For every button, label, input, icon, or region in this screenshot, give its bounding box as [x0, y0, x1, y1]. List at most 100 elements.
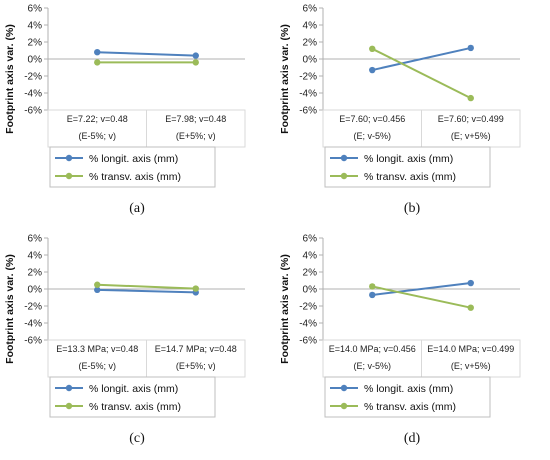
data-point — [369, 291, 376, 299]
panel-caption: (a) — [129, 201, 145, 216]
data-point — [192, 59, 199, 66]
y-tick-label: -6% — [24, 106, 42, 117]
legend-box — [324, 146, 491, 188]
y-tick-label: 4% — [303, 251, 318, 262]
data-point — [192, 285, 199, 292]
y-tick-label: 4% — [303, 21, 318, 32]
legend-box — [324, 376, 491, 418]
data-point — [467, 304, 474, 311]
y-tick-label: 0% — [28, 55, 43, 66]
y-tick-label: 2% — [303, 268, 318, 279]
legend-label: % transv. axis (mm) — [364, 171, 456, 183]
chart-panel-d: 6% 4% 2% 0% -2% -4% -6% E=14.0 MPa; v=0.456 (E; … — [275, 230, 550, 460]
legend-label: % transv. axis (mm) — [89, 401, 181, 413]
data-point — [94, 59, 101, 66]
y-axis-label: Footprint axis var. (%) — [4, 24, 16, 134]
legend-swatch-marker — [65, 402, 73, 410]
y-tick-label: -6% — [24, 336, 42, 347]
data-point — [467, 44, 474, 52]
category-label: (E; v+5%) — [451, 131, 491, 141]
series-line — [372, 282, 471, 296]
y-tick-label: -4% — [24, 319, 42, 330]
data-point — [369, 283, 376, 290]
chart-svg: 6% 4% 2% 0% -2% -4% -6% E=7.60; v=0.456 (E; v-5%… — [279, 4, 521, 216]
y-tick-label: -4% — [299, 319, 317, 330]
data-point — [192, 52, 199, 59]
category-label: (E; v-5%) — [353, 361, 391, 371]
y-tick-label: 4% — [28, 21, 43, 32]
legend-box — [49, 146, 216, 188]
series-line — [97, 288, 196, 294]
panel-caption: (b) — [404, 201, 421, 216]
y-tick-label: 0% — [28, 285, 43, 296]
legend-swatch-marker — [65, 172, 73, 180]
legend-label: % longit. axis (mm) — [364, 383, 453, 395]
y-tick-label: -2% — [24, 302, 42, 313]
y-tick-label: 2% — [28, 268, 43, 279]
series-line — [372, 285, 471, 309]
y-axis-label: Footprint axis var. (%) — [4, 254, 16, 364]
chart-panel-a: 6% 4% 2% 0% -2% -4% -6% E=7.22; v=0.48 (E-5%; v)… — [0, 0, 275, 230]
category-label: E=13.3 MPa; v=0.48 — [56, 344, 138, 354]
y-tick-label: -6% — [299, 336, 317, 347]
chart-svg: 6% 4% 2% 0% -2% -4% -6% E=14.0 MPa; v=0.456 (E; … — [279, 234, 521, 446]
category-label: E=14.0 MPa; v=0.499 — [427, 344, 514, 354]
category-label: (E; v-5%) — [353, 131, 391, 141]
category-label: E=7.98; v=0.48 — [165, 114, 226, 124]
chart-svg: 6% 4% 2% 0% -2% -4% -6% E=7.22; v=0.48 (E-5%; v)… — [4, 4, 246, 216]
y-tick-label: 2% — [303, 38, 318, 49]
series-line — [371, 47, 472, 99]
category-label: E=7.22; v=0.48 — [67, 114, 128, 124]
category-label: (E+5%; v) — [176, 361, 216, 371]
legend-label: % transv. axis (mm) — [89, 171, 181, 183]
series-line — [97, 51, 196, 57]
series-line — [372, 46, 471, 72]
y-tick-label: 0% — [303, 285, 318, 296]
chart-panel-c: 6% 4% 2% 0% -2% -4% -6% E=13.3 MPa; v=0.48 (E-5%… — [0, 230, 275, 460]
y-tick-label: 0% — [303, 55, 318, 66]
y-tick-label: 4% — [28, 251, 43, 262]
y-tick-label: 6% — [303, 234, 318, 245]
category-label: E=7.60; v=0.499 — [438, 114, 504, 124]
legend-swatch-marker — [340, 154, 348, 162]
panel-caption: (d) — [404, 431, 421, 446]
data-point — [467, 279, 474, 287]
legend-swatch-marker — [65, 154, 73, 162]
y-tick-label: 6% — [28, 234, 43, 245]
legend-swatch-marker — [340, 384, 348, 392]
legend-swatch-marker — [340, 402, 348, 410]
data-point — [467, 94, 474, 102]
y-axis-label: Footprint axis var. (%) — [279, 254, 291, 364]
category-label: E=7.60; v=0.456 — [339, 114, 405, 124]
category-label: (E+5%; v) — [176, 131, 216, 141]
legend-swatch-marker — [65, 384, 73, 392]
y-tick-label: -4% — [299, 89, 317, 100]
chart-panel-b: 6% 4% 2% 0% -2% -4% -6% E=7.60; v=0.456 (E; v-5%… — [275, 0, 550, 230]
legend-label: % transv. axis (mm) — [364, 401, 456, 413]
series-line — [97, 283, 196, 290]
y-tick-label: -4% — [24, 89, 42, 100]
legend-swatch-marker — [340, 172, 348, 180]
category-label: E=14.0 MPa; v=0.456 — [329, 344, 416, 354]
category-label: (E; v+5%) — [451, 361, 491, 371]
data-point — [94, 286, 101, 294]
data-point — [369, 45, 376, 52]
y-tick-label: 2% — [28, 38, 43, 49]
data-point — [369, 66, 376, 74]
legend-label: % longit. axis (mm) — [89, 383, 178, 395]
y-tick-label: -2% — [299, 72, 317, 83]
category-label: (E-5%; v) — [78, 361, 116, 371]
y-axis-label: Footprint axis var. (%) — [279, 24, 291, 134]
y-tick-label: -2% — [24, 72, 42, 83]
data-point — [94, 281, 101, 288]
category-label: (E-5%; v) — [78, 131, 116, 141]
y-tick-label: -6% — [299, 106, 317, 117]
category-label: E=14.7 MPa; v=0.48 — [155, 344, 237, 354]
legend-box — [49, 376, 216, 418]
legend-label: % longit. axis (mm) — [364, 153, 453, 165]
panel-caption: (c) — [129, 431, 145, 446]
legend-label: % longit. axis (mm) — [89, 153, 178, 165]
y-tick-label: 6% — [303, 4, 318, 15]
y-tick-label: -2% — [299, 302, 317, 313]
data-point — [94, 49, 101, 56]
